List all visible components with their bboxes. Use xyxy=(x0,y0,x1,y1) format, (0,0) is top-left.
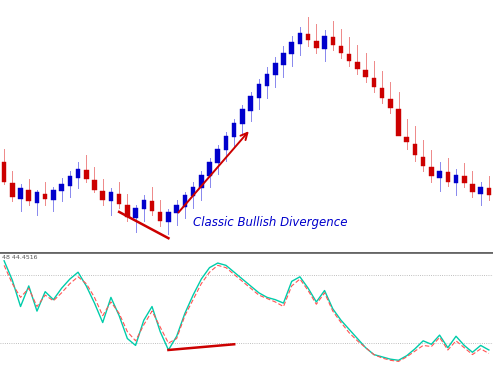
Text: 48 44.4516: 48 44.4516 xyxy=(2,255,38,260)
Bar xyxy=(454,175,458,183)
Text: Classic Bullish Divergence: Classic Bullish Divergence xyxy=(193,216,348,229)
Bar xyxy=(347,54,352,61)
Bar xyxy=(59,184,64,191)
Bar xyxy=(224,136,228,150)
Bar xyxy=(43,194,47,199)
Bar xyxy=(18,188,23,199)
Bar xyxy=(133,208,138,219)
Bar xyxy=(182,195,187,207)
Bar xyxy=(108,192,113,201)
Bar xyxy=(322,36,327,49)
Bar xyxy=(298,33,302,44)
Bar xyxy=(355,62,360,68)
Bar xyxy=(101,191,105,200)
Bar xyxy=(265,74,269,86)
Bar xyxy=(215,149,220,163)
Bar xyxy=(306,34,311,40)
Bar xyxy=(462,176,466,183)
Bar xyxy=(27,190,31,201)
Bar xyxy=(191,187,195,196)
Bar xyxy=(380,88,385,98)
Bar xyxy=(339,46,343,53)
Bar xyxy=(363,70,368,76)
Bar xyxy=(273,63,278,75)
Bar xyxy=(281,53,286,65)
Bar xyxy=(421,157,425,166)
Bar xyxy=(141,200,146,209)
Bar xyxy=(314,41,318,48)
Bar xyxy=(76,168,80,178)
Bar xyxy=(125,205,130,217)
Bar xyxy=(413,143,417,156)
Bar xyxy=(404,137,409,142)
Bar xyxy=(158,212,163,221)
Bar xyxy=(446,172,450,182)
Bar xyxy=(372,78,376,87)
Bar xyxy=(478,187,483,194)
Bar xyxy=(289,42,294,54)
Bar xyxy=(92,180,97,190)
Bar xyxy=(487,188,491,195)
Bar xyxy=(166,212,171,223)
Bar xyxy=(2,162,6,182)
Bar xyxy=(68,176,72,186)
Bar xyxy=(84,170,89,179)
Bar xyxy=(256,85,261,98)
Bar xyxy=(117,194,121,204)
Bar xyxy=(396,109,401,136)
Bar xyxy=(207,162,212,176)
Bar xyxy=(232,123,237,137)
Bar xyxy=(330,37,335,45)
Bar xyxy=(51,190,56,200)
Bar xyxy=(35,192,39,203)
Bar xyxy=(248,96,253,111)
Bar xyxy=(429,167,434,176)
Bar xyxy=(10,183,15,198)
Bar xyxy=(175,205,179,213)
Bar xyxy=(470,184,475,192)
Bar xyxy=(388,99,392,108)
Bar xyxy=(240,109,245,124)
Bar xyxy=(199,175,204,188)
Bar xyxy=(150,201,154,210)
Bar xyxy=(437,171,442,178)
